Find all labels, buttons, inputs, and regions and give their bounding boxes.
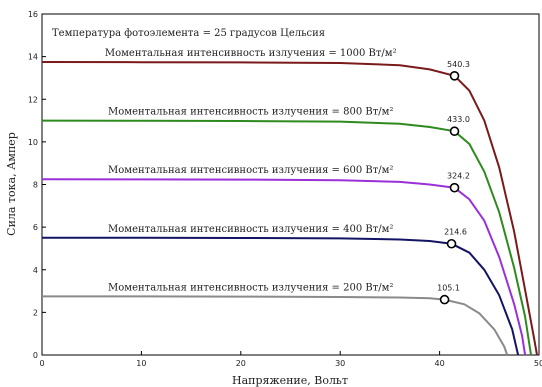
y-tick-label: 4 — [33, 266, 38, 275]
y-tick-label: 10 — [28, 138, 38, 147]
series-label: Моментальная интенсивность излучения = 8… — [108, 107, 393, 118]
y-tick-label: 6 — [33, 223, 38, 232]
mpp-label: 324.2 — [447, 172, 470, 181]
axis-ticks: 0 10 20 30 40 50 0 2 4 6 8 10 12 14 16 — [28, 10, 542, 368]
x-tick-label: 30 — [335, 359, 345, 368]
y-tick-label: 16 — [28, 10, 38, 19]
x-tick-label: 10 — [136, 359, 146, 368]
series-line — [42, 236, 520, 356]
mpp-label: 214.6 — [444, 228, 467, 237]
mpp-marker — [439, 294, 450, 305]
x-tick-label: 40 — [435, 359, 445, 368]
y-tick-label: 14 — [28, 53, 38, 62]
mpp-marker — [449, 71, 460, 81]
mpp-marker — [449, 126, 460, 137]
series-label: Моментальная интенсивность излучения = 2… — [108, 282, 393, 293]
y-tick-label: 0 — [33, 351, 38, 360]
temperature-annotation: Температура фотоэлемента = 25 градусов Ц… — [52, 28, 325, 39]
x-tick-label: 0 — [39, 359, 44, 368]
x-tick-label: 50 — [534, 359, 542, 368]
series-line — [42, 295, 509, 356]
mpp-marker — [446, 238, 457, 249]
y-tick-label: 12 — [28, 95, 38, 104]
x-tick-label: 20 — [236, 359, 246, 368]
series-label: Моментальная интенсивность излучения = 6… — [108, 165, 393, 176]
mpp-label: 105.1 — [437, 284, 460, 293]
y-tick-label: 8 — [33, 181, 38, 190]
y-axis-label: Сила тока, Ампер — [5, 132, 18, 236]
series-line — [41, 61, 538, 356]
mpp-label: 540.3 — [447, 60, 470, 69]
mpp-label: 433.0 — [447, 115, 470, 124]
max-power-points: 540.3 433.0 324.2 214.6 105.1 — [437, 60, 470, 305]
series-label: Моментальная интенсивность излучения = 1… — [105, 48, 397, 59]
mpp-marker — [449, 182, 460, 193]
y-tick-label: 2 — [33, 308, 38, 317]
series-label: Моментальная интенсивность излучения = 4… — [108, 224, 393, 235]
series-labels: Моментальная интенсивность излучения = 1… — [105, 48, 397, 293]
x-axis-label: Напряжение, Вольт — [232, 374, 348, 387]
